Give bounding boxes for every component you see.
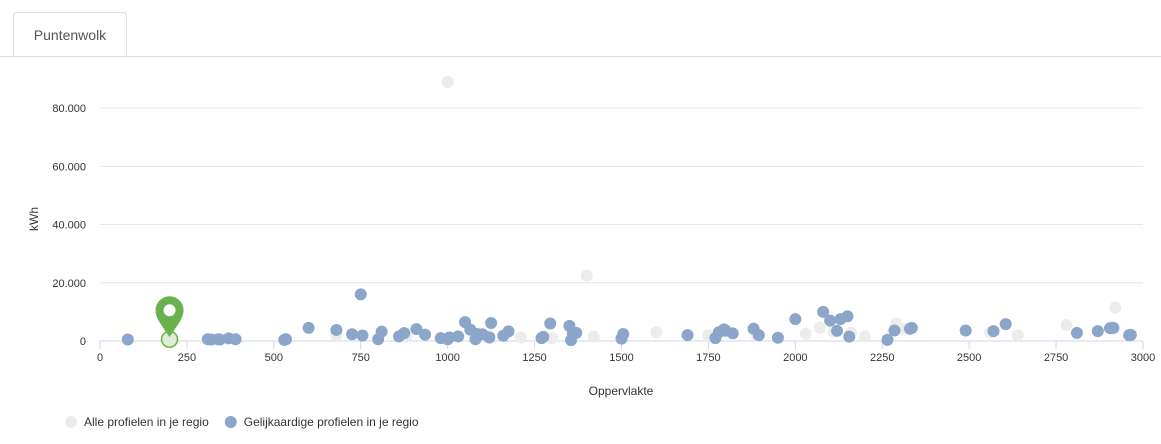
- data-point[interactable]: [483, 331, 496, 344]
- x-tick-label: 2250: [870, 352, 894, 364]
- y-tick-label: 60.000: [52, 161, 86, 173]
- legend-item-1[interactable]: Alle profielen in je regio: [65, 415, 209, 429]
- data-point[interactable]: [1109, 301, 1122, 314]
- map-pin-hole: [163, 304, 176, 317]
- data-point[interactable]: [843, 330, 856, 343]
- data-point[interactable]: [650, 326, 663, 339]
- data-point[interactable]: [824, 314, 837, 327]
- data-point[interactable]: [1070, 326, 1083, 339]
- location-marker: [155, 296, 184, 349]
- data-point[interactable]: [799, 327, 812, 340]
- data-point[interactable]: [1091, 325, 1104, 338]
- chart-grid: [100, 107, 1143, 342]
- x-tick-label: 2500: [957, 352, 981, 364]
- data-point[interactable]: [452, 330, 465, 343]
- tab-bar: Puntenwolk: [0, 0, 1161, 57]
- data-point[interactable]: [121, 333, 134, 346]
- data-point[interactable]: [1060, 318, 1073, 331]
- data-point[interactable]: [959, 324, 972, 337]
- data-point[interactable]: [229, 333, 242, 346]
- tab-bar-divider: [0, 56, 1161, 57]
- data-point[interactable]: [841, 310, 854, 323]
- y-tick-label: 40.000: [52, 220, 86, 232]
- data-point[interactable]: [441, 75, 454, 88]
- data-point[interactable]: [537, 330, 550, 343]
- data-point[interactable]: [881, 333, 894, 346]
- data-points: [121, 75, 1137, 347]
- data-point[interactable]: [330, 323, 343, 336]
- data-point[interactable]: [587, 330, 600, 343]
- data-point[interactable]: [485, 316, 498, 329]
- data-point[interactable]: [302, 321, 315, 334]
- series-1: [330, 75, 1122, 345]
- data-point[interactable]: [789, 313, 802, 326]
- legend: Alle profielen in je regio Gelijkaardige …: [65, 415, 419, 429]
- x-tick-label: 1500: [609, 352, 633, 364]
- y-axis-title: kWh: [27, 207, 41, 231]
- data-point[interactable]: [410, 323, 423, 336]
- data-point[interactable]: [681, 329, 694, 342]
- data-point[interactable]: [905, 321, 918, 334]
- data-point[interactable]: [502, 325, 515, 338]
- data-point[interactable]: [858, 330, 871, 343]
- x-tick-label: 1750: [696, 352, 720, 364]
- data-point[interactable]: [813, 321, 826, 334]
- y-axis: 0 20.000 40.000 60.000 80.000: [52, 103, 86, 348]
- data-point[interactable]: [580, 269, 593, 282]
- x-tick-label: 1000: [435, 352, 459, 364]
- data-point[interactable]: [375, 325, 388, 338]
- y-tick-label: 0: [80, 336, 86, 348]
- x-tick-label: 750: [352, 352, 370, 364]
- data-point[interactable]: [999, 318, 1012, 331]
- data-point[interactable]: [514, 331, 527, 344]
- data-point[interactable]: [419, 328, 432, 341]
- data-point[interactable]: [817, 305, 830, 318]
- data-point[interactable]: [398, 327, 411, 340]
- x-axis-title: Oppervlakte: [589, 384, 654, 398]
- tab-puntenwolk[interactable]: Puntenwolk: [13, 12, 127, 57]
- data-point[interactable]: [617, 328, 630, 341]
- data-point[interactable]: [987, 325, 1000, 338]
- data-point[interactable]: [888, 324, 901, 337]
- legend-label: Alle profielen in je regio: [84, 415, 209, 429]
- legend-label: Gelijkaardige profielen in je regio: [244, 415, 419, 429]
- y-tick-label: 80.000: [52, 103, 86, 115]
- x-tick-label: 2750: [1044, 352, 1068, 364]
- x-tick-label: 500: [265, 352, 283, 364]
- x-tick-label: 0: [97, 352, 103, 364]
- data-point[interactable]: [280, 333, 293, 346]
- x-tick-label: 2000: [783, 352, 807, 364]
- data-point[interactable]: [356, 329, 369, 342]
- data-point[interactable]: [771, 331, 784, 344]
- data-point[interactable]: [354, 288, 367, 301]
- data-point[interactable]: [831, 324, 844, 337]
- map-pin-icon[interactable]: [155, 296, 184, 338]
- data-point[interactable]: [1011, 329, 1024, 342]
- legend-symbol: [224, 416, 237, 428]
- data-point[interactable]: [570, 326, 583, 339]
- legend-symbol: [65, 416, 77, 428]
- series-2: [121, 288, 1137, 347]
- x-tick-label: 3000: [1131, 352, 1155, 364]
- data-point[interactable]: [1124, 328, 1137, 341]
- data-point[interactable]: [1107, 321, 1120, 334]
- data-point[interactable]: [346, 328, 359, 341]
- y-tick-label: 20.000: [52, 278, 86, 290]
- x-tick-label: 250: [178, 352, 196, 364]
- x-axis: 0 250 500 750 1000 1250 1500 1750 2000 2250 2500 27…: [97, 341, 1155, 364]
- x-tick-label: 1250: [522, 352, 546, 364]
- data-point[interactable]: [544, 317, 557, 330]
- data-point[interactable]: [752, 329, 765, 342]
- legend-item-2[interactable]: Gelijkaardige profielen in je regio: [224, 415, 419, 429]
- data-point[interactable]: [726, 327, 739, 340]
